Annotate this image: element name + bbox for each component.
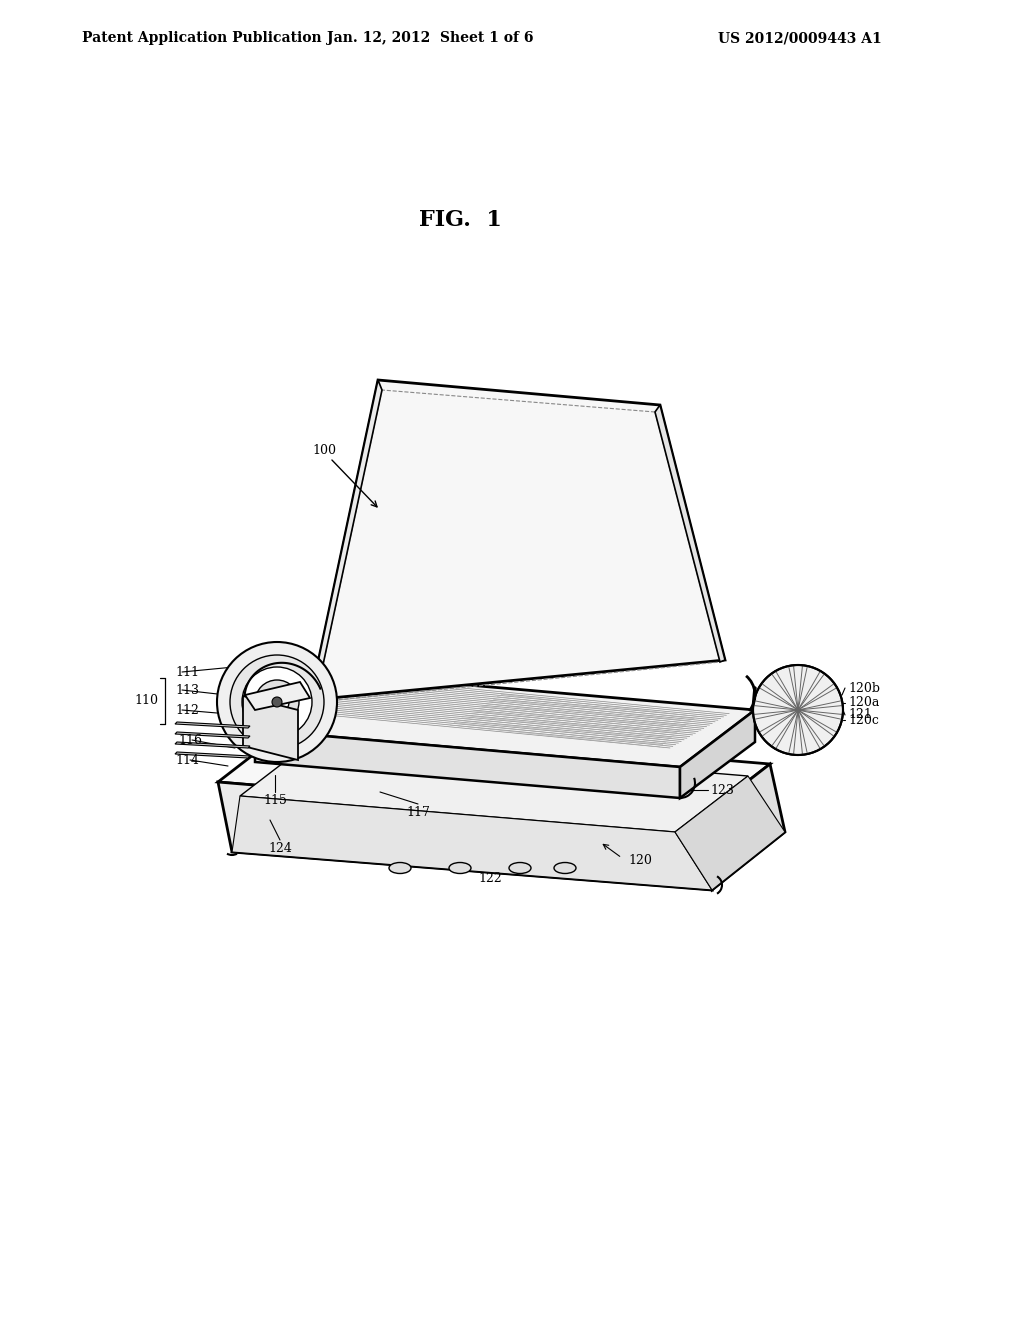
Text: Patent Application Publication: Patent Application Publication [82, 30, 322, 45]
Polygon shape [175, 733, 250, 738]
Text: 121: 121 [848, 709, 871, 722]
Polygon shape [175, 742, 250, 748]
Circle shape [230, 655, 324, 748]
Text: 120c: 120c [848, 714, 879, 726]
Text: 116: 116 [178, 734, 202, 747]
Ellipse shape [389, 862, 411, 874]
Ellipse shape [449, 862, 471, 874]
Polygon shape [695, 764, 785, 890]
Circle shape [753, 665, 843, 755]
Text: 124: 124 [268, 842, 292, 854]
Circle shape [265, 690, 289, 714]
Text: 123: 123 [710, 784, 734, 796]
Text: 122: 122 [478, 871, 502, 884]
Text: 120a: 120a [848, 697, 880, 710]
Polygon shape [655, 405, 725, 663]
Text: US 2012/0009443 A1: US 2012/0009443 A1 [718, 30, 882, 45]
Text: 114: 114 [175, 754, 199, 767]
Polygon shape [243, 696, 298, 760]
Polygon shape [175, 752, 250, 758]
Text: 120b: 120b [848, 681, 880, 694]
Ellipse shape [554, 862, 575, 874]
Polygon shape [218, 723, 770, 822]
Polygon shape [232, 796, 712, 890]
Polygon shape [245, 682, 310, 710]
Text: 100: 100 [312, 444, 336, 457]
Text: 112: 112 [175, 704, 199, 717]
Circle shape [272, 697, 282, 708]
Polygon shape [255, 673, 755, 767]
Circle shape [217, 642, 337, 762]
Polygon shape [232, 817, 785, 890]
Polygon shape [255, 730, 680, 799]
Polygon shape [175, 722, 250, 729]
Text: FIG.  1: FIG. 1 [419, 209, 502, 231]
Text: Jan. 12, 2012  Sheet 1 of 6: Jan. 12, 2012 Sheet 1 of 6 [327, 30, 534, 45]
Text: 120: 120 [628, 854, 652, 866]
Polygon shape [310, 380, 725, 700]
Circle shape [242, 667, 312, 737]
Text: 110: 110 [134, 693, 158, 706]
Polygon shape [675, 776, 785, 890]
Polygon shape [218, 781, 712, 890]
Circle shape [255, 680, 299, 723]
Text: 111: 111 [175, 665, 199, 678]
Text: 115: 115 [263, 793, 287, 807]
Polygon shape [680, 710, 755, 799]
Text: 113: 113 [175, 684, 199, 697]
Ellipse shape [509, 862, 531, 874]
Text: 117: 117 [407, 805, 430, 818]
Polygon shape [310, 380, 382, 702]
Polygon shape [240, 741, 748, 832]
